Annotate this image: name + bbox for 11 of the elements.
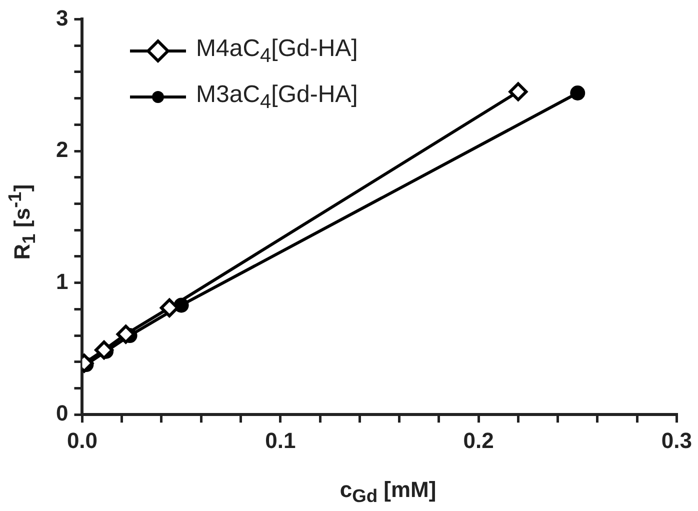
y-tick-label: 3 [56,5,68,30]
legend-label: M4aC$_{4}$[Gd-HA] [196,34,358,68]
x-axis-title: c$_{Gd}$ [mM] [340,476,436,508]
legend-label: M3aC$_{4}$[Gd-HA] [196,80,358,114]
x-tick-label: 0.0 [66,428,98,453]
x-tick-label: 0.3 [661,428,692,453]
x-tick-label: 0.2 [463,428,494,453]
x-tick-label: 0.1 [265,428,296,453]
y-tick-label: 1 [56,268,68,294]
y-tick-label: 0 [56,400,68,426]
y-tick-label: 2 [56,137,68,162]
